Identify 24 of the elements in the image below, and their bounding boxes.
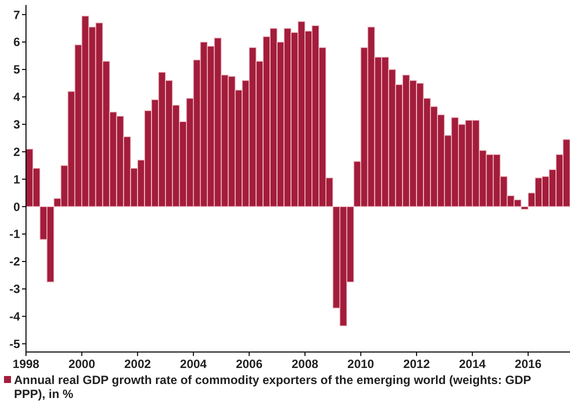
y-tick-label: 0 <box>13 200 20 214</box>
y-tick-label: 7 <box>13 8 20 22</box>
y-tick-label: -3 <box>9 282 20 296</box>
y-tick-label: 2 <box>13 144 20 159</box>
y-tick-label: -1 <box>9 227 20 242</box>
x-tick-label: 1998 <box>12 357 40 371</box>
x-tick-label: 2000 <box>68 357 96 371</box>
x-tick-label: 2016 <box>514 357 542 371</box>
x-tick-label: 2008 <box>292 357 319 371</box>
x-tick-label: 2006 <box>236 357 263 371</box>
y-tick-label: 5 <box>13 62 20 77</box>
y-tick-label: -5 <box>9 336 20 351</box>
y-tick-label: 6 <box>13 35 20 50</box>
y-tick-label: -4 <box>9 310 20 324</box>
y-tick-label: 4 <box>13 90 20 104</box>
y-tick-label: 3 <box>13 118 20 132</box>
legend-label: Annual real GDP growth rate of commodity exporters of the emerging world (weights: GDP PPP), in % <box>14 373 532 401</box>
y-tick-label: -2 <box>9 254 20 269</box>
x-tick-label: 2002 <box>124 357 152 371</box>
x-tick-label: 2004 <box>180 357 208 371</box>
x-tick-label: 2014 <box>459 357 486 371</box>
y-tick-label: 1 <box>13 172 20 186</box>
x-tick-label: 2010 <box>347 357 374 371</box>
x-tick-label: 2012 <box>403 357 430 371</box>
